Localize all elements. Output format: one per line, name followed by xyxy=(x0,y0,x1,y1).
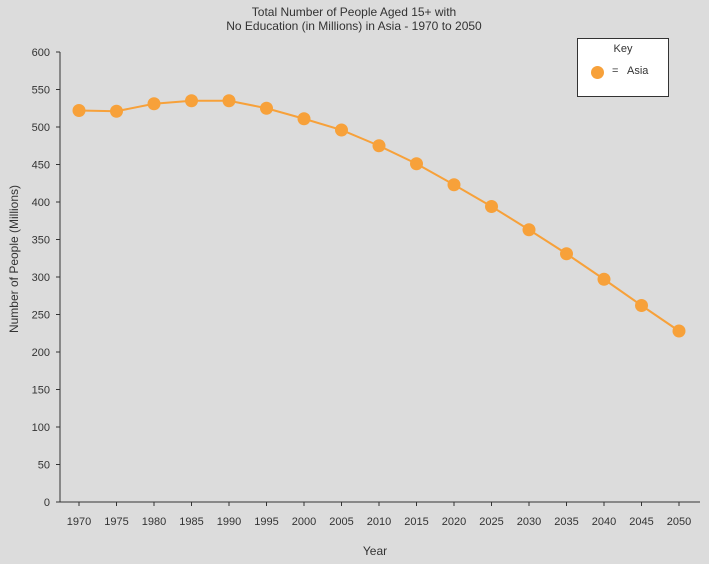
x-tick-label: 1985 xyxy=(179,516,203,528)
series-line-asia xyxy=(78,99,680,332)
y-tick-label: 550 xyxy=(32,85,50,97)
data-point xyxy=(447,178,461,192)
data-point xyxy=(372,139,386,153)
data-point xyxy=(72,104,86,117)
x-tick-label: 2005 xyxy=(329,516,353,528)
data-point xyxy=(560,247,573,261)
data-point xyxy=(635,299,648,312)
y-tick-label: 50 xyxy=(38,460,50,472)
data-point xyxy=(110,104,123,118)
legend-swatch-asia xyxy=(591,66,604,79)
x-tick-label: 1995 xyxy=(254,516,278,528)
data-point xyxy=(185,94,198,108)
y-tick-label: 100 xyxy=(32,422,50,434)
data-point xyxy=(335,123,348,137)
data-point xyxy=(147,97,161,111)
x-tick-label: 2000 xyxy=(292,516,316,528)
data-point xyxy=(522,223,536,237)
x-tick-label: 2040 xyxy=(592,516,616,528)
series-group xyxy=(72,94,686,338)
data-point xyxy=(260,101,273,115)
legend: Key = Asia xyxy=(577,38,669,97)
y-tick-label: 450 xyxy=(32,160,50,172)
x-tick-label: 1975 xyxy=(104,516,128,528)
y-tick-label: 200 xyxy=(32,347,50,359)
y-tick-label: 0 xyxy=(44,497,50,509)
x-tick-label: 2035 xyxy=(554,516,578,528)
legend-title: Key xyxy=(613,43,633,55)
x-tick-label: 2015 xyxy=(404,516,428,528)
data-point xyxy=(672,324,686,338)
x-ticks: 1970 1975 1980 1985 1990 1995 2000 2005 2010 2015… xyxy=(67,502,691,528)
x-tick-label: 2025 xyxy=(479,516,503,528)
x-axis-label: Year xyxy=(363,544,387,558)
y-tick-label: 250 xyxy=(32,310,50,322)
x-tick-label: 2020 xyxy=(442,516,466,528)
data-point xyxy=(485,200,498,213)
chart-subtitle: No Education (in Millions) in Asia - 197… xyxy=(226,19,482,33)
x-tick-label: 2030 xyxy=(517,516,541,528)
chart-title: Total Number of People Aged 15+ with xyxy=(252,5,456,19)
y-tick-label: 150 xyxy=(32,385,50,397)
x-tick-label: 1990 xyxy=(217,516,241,528)
legend-separator: = xyxy=(612,65,619,77)
data-point xyxy=(597,272,611,286)
x-tick-label: 1970 xyxy=(67,516,91,528)
y-tick-label: 500 xyxy=(32,122,50,134)
y-tick-label: 600 xyxy=(32,47,50,59)
y-ticks: 0 50 100 150 200 250 300 350 400 450 500 550 600 xyxy=(32,47,60,509)
x-tick-label: 2045 xyxy=(629,516,653,528)
x-tick-label: 2050 xyxy=(667,516,691,528)
data-point xyxy=(410,157,423,171)
y-axis-label: Number of People (Millions) xyxy=(7,185,21,333)
legend-label-asia: Asia xyxy=(627,65,649,77)
y-tick-label: 400 xyxy=(32,197,50,209)
data-point xyxy=(297,112,311,126)
y-tick-label: 350 xyxy=(32,235,50,247)
data-point xyxy=(222,94,236,108)
x-tick-label: 2010 xyxy=(367,516,391,528)
x-tick-label: 1980 xyxy=(142,516,166,528)
y-tick-label: 300 xyxy=(32,272,50,284)
